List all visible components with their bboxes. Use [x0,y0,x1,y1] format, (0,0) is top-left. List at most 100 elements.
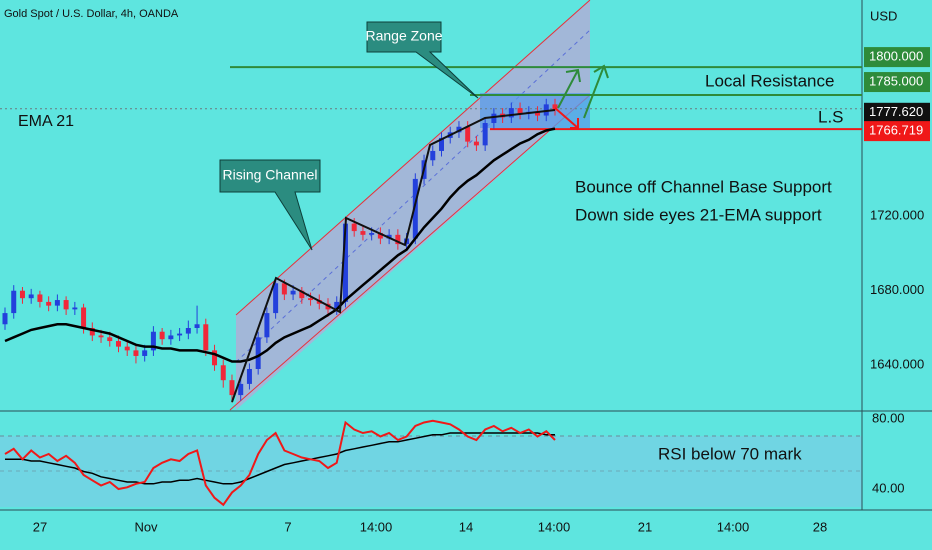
candle-body [150,331,156,351]
ema-line [4,127,556,363]
candle-body [535,111,541,116]
candle-body [395,234,401,245]
candle-body [220,365,226,381]
candle-body [299,290,305,299]
candle-body [255,337,261,369]
candle-body [377,232,383,239]
candle-body [517,108,523,114]
range-zone-label: Range Zone [365,28,442,44]
price-level-label: 1800.000 [869,49,923,64]
candle-body [543,104,549,116]
candle-body [465,126,471,142]
candle-body [81,307,87,328]
channel-bottom [229,94,591,411]
candle-body [342,223,348,302]
candle-body [508,108,514,118]
candle-body [28,294,34,299]
candle-body [107,337,113,342]
candle-body [177,333,183,336]
rising-channel-callout [219,159,321,251]
candle-body [473,141,479,146]
price-level-label: 1785.000 [869,73,923,88]
candle-body [133,350,139,356]
candle-body [115,341,121,347]
candle-body [439,137,444,151]
candle-body [19,290,25,299]
candle-body [194,324,200,328]
candle-body [46,301,52,306]
ls-label: L.S [818,107,844,126]
up-arrow-1-head [565,68,581,83]
candle-body [54,300,60,306]
candle-body [430,150,436,161]
local-resistance-label: Local Resistance [705,71,834,90]
rsi-tick-label: 40.00 [872,480,905,495]
channel-top [235,0,591,316]
candle-body [491,113,497,123]
candle-body [264,313,270,338]
candle-body [238,383,244,396]
price-level-box [864,72,930,93]
x-tick-label: 28 [813,519,827,534]
candle-body [412,178,418,239]
x-tick-label: Nov [134,519,158,534]
candle-body [360,231,366,235]
candle-body [159,331,165,340]
price-level-label: 1766.719 [869,123,923,138]
candle-body [63,300,69,310]
chart-title: Gold Spot / U.S. Dollar, 4h, OANDA [4,8,179,20]
rsi-band [0,436,862,507]
price-level-box [864,121,930,142]
price-level-box [864,102,930,123]
candle-body [246,369,252,384]
price-path-sketch [231,109,556,403]
candle-body [168,335,174,340]
rsi-note: RSI below 70 mark [658,444,802,463]
down-arrow-head [570,118,579,129]
x-tick-label: 14:00 [717,519,750,534]
candle-body [482,123,488,146]
up-arrow-2 [583,65,605,119]
x-tick-label: 14:00 [360,519,393,534]
candle-body [456,126,462,133]
y-tick-label: 1720.000 [870,208,924,223]
x-tick-label: 21 [638,519,652,534]
candle-body [98,335,104,338]
x-tick-label: 7 [284,519,291,534]
candle-body [11,290,17,314]
candle-body [2,313,8,325]
candle-body [552,104,558,110]
rsi-line [4,419,556,507]
y-tick-label: 1680.000 [870,282,924,297]
range-zone-box [480,93,590,128]
x-tick-label: 14:00 [538,519,571,534]
price-level-box [864,47,930,68]
note-1: Bounce off Channel Base Support [575,177,832,196]
price-level-label: 1777.620 [869,104,923,119]
candle-body [229,380,235,396]
candle-body [334,301,340,310]
range-zone-callout [366,21,479,99]
currency-label: USD [870,8,897,23]
candle-body [72,307,78,310]
candle-body [273,283,279,314]
candle-body [203,324,209,351]
candle-body [89,328,95,336]
candle-body [185,328,191,334]
candle-body [308,298,314,301]
x-tick-label: 14 [459,519,473,534]
candle-body [369,232,375,235]
candle-body [290,290,296,295]
indicator-label: EMA 21 [18,113,74,130]
up-arrow-2-head [593,64,609,79]
candle-body [351,223,357,232]
rising-channel-label: Rising Channel [223,167,318,183]
note-2: Down side eyes 21-EMA support [575,205,822,224]
x-tick-label: 27 [33,519,47,534]
candle-body [142,350,148,356]
rsi-tick-label: 80.00 [872,410,905,425]
candle-body [281,283,287,295]
y-tick-label: 1640.000 [870,357,924,372]
down-arrow [554,107,579,129]
